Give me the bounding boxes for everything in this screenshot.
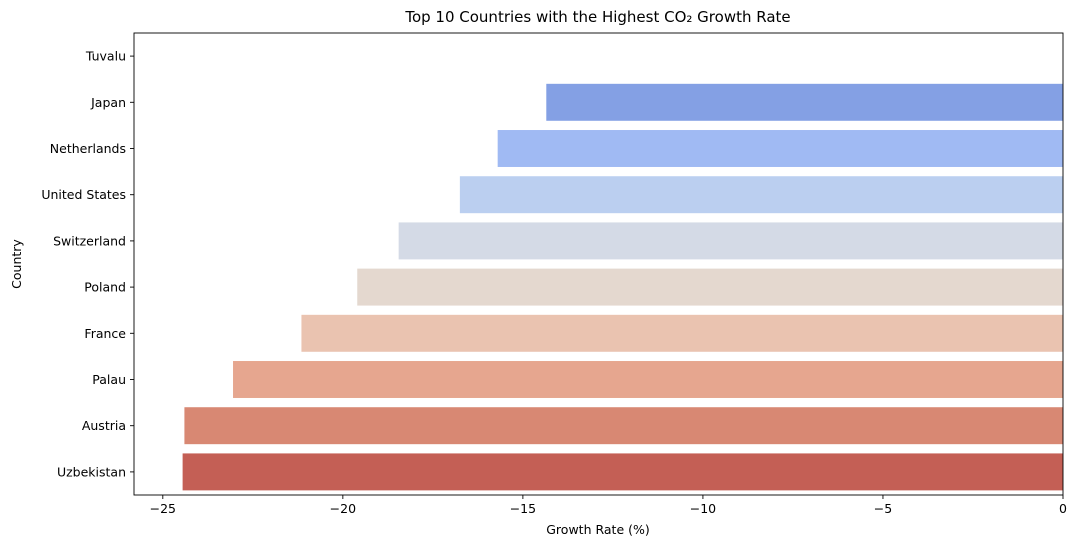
bar-france bbox=[301, 314, 1063, 352]
y-tick-label: Netherlands bbox=[50, 141, 126, 156]
y-axis-ticks: Tuvalu Japan Netherlands United States Switz… bbox=[41, 49, 134, 479]
y-tick-label: Palau bbox=[92, 372, 126, 387]
x-tick-label: −15 bbox=[510, 501, 536, 516]
plot-area: Tuvalu Japan Netherlands United States Switz… bbox=[41, 32, 1067, 516]
y-tick-label: Tuvalu bbox=[85, 49, 126, 64]
x-tick-label: −20 bbox=[330, 501, 356, 516]
bar-switzerland bbox=[398, 222, 1063, 260]
chart-title: Top 10 Countries with the Highest CO₂ Gr… bbox=[404, 8, 790, 26]
bar-uzbekistan bbox=[182, 453, 1063, 491]
y-tick-label: Uzbekistan bbox=[57, 464, 126, 479]
bar-netherlands bbox=[497, 130, 1063, 167]
bar-poland bbox=[357, 268, 1063, 306]
y-tick-label: Poland bbox=[84, 280, 126, 295]
bar-united-states bbox=[459, 176, 1064, 214]
x-tick-label: −5 bbox=[874, 501, 892, 516]
bar-austria bbox=[184, 407, 1063, 445]
y-tick-label: Switzerland bbox=[53, 233, 126, 248]
x-axis-ticks: −25 −20 −15 −10 −5 0 bbox=[150, 495, 1067, 516]
y-tick-label: United States bbox=[41, 187, 126, 202]
y-axis-title: Country bbox=[9, 239, 24, 289]
y-tick-label: Japan bbox=[90, 95, 126, 110]
bars-group bbox=[182, 83, 1064, 491]
x-tick-label: 0 bbox=[1059, 501, 1067, 516]
x-tick-label: −10 bbox=[690, 501, 716, 516]
y-tick-label: France bbox=[84, 326, 126, 341]
bar-palau bbox=[233, 361, 1064, 398]
x-tick-label: −25 bbox=[150, 501, 176, 516]
plot-frame bbox=[133, 32, 1064, 496]
x-axis-title: Growth Rate (%) bbox=[546, 522, 650, 537]
bar-japan bbox=[546, 83, 1063, 121]
y-tick-label: Austria bbox=[82, 418, 126, 433]
